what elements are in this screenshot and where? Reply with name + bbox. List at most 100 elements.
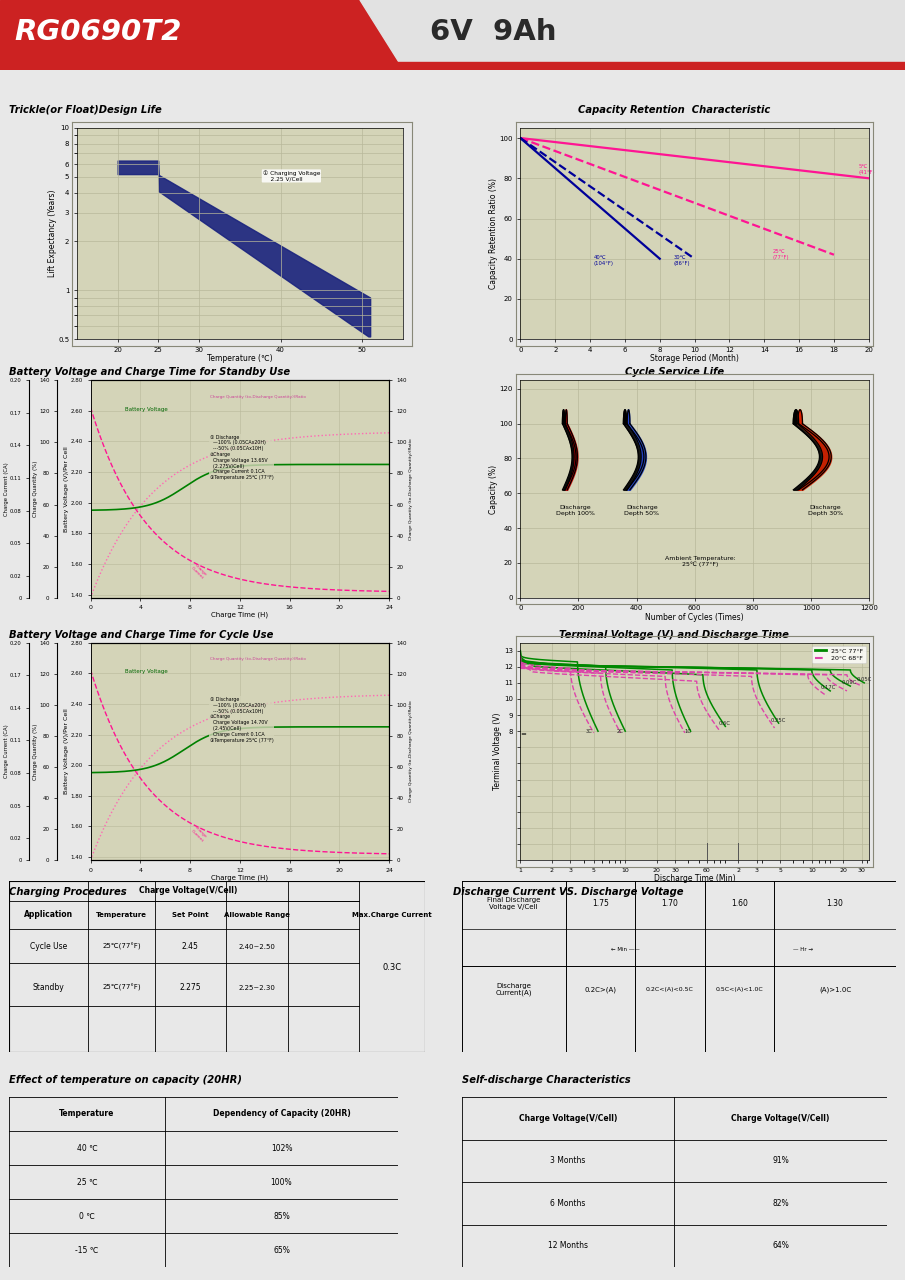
Text: 6 Months: 6 Months <box>550 1199 586 1208</box>
Y-axis label: Lift Expectancy (Years): Lift Expectancy (Years) <box>48 189 57 278</box>
Text: 25 ℃: 25 ℃ <box>77 1178 97 1187</box>
Text: 1.70: 1.70 <box>662 900 679 909</box>
Text: 3C: 3C <box>586 728 592 733</box>
Text: 102%: 102% <box>271 1143 292 1152</box>
Text: 2.45: 2.45 <box>182 942 198 951</box>
Text: Dependency of Capacity (20HR): Dependency of Capacity (20HR) <box>213 1110 350 1119</box>
Text: 1C: 1C <box>685 728 692 733</box>
Text: 65%: 65% <box>273 1245 290 1254</box>
Polygon shape <box>566 410 567 424</box>
Text: Battery Voltage: Battery Voltage <box>125 407 168 412</box>
Polygon shape <box>627 410 630 424</box>
Text: Max.Charge Current: Max.Charge Current <box>352 911 432 918</box>
Y-axis label: Capacity Retention Ratio (%): Capacity Retention Ratio (%) <box>489 178 498 289</box>
Text: 0.2C>(A): 0.2C>(A) <box>585 987 616 993</box>
Text: Charge Voltage(V/Cell): Charge Voltage(V/Cell) <box>519 1114 617 1123</box>
Y-axis label: Capacity (%): Capacity (%) <box>489 465 498 513</box>
Text: ← Min ——: ← Min —— <box>611 947 640 952</box>
X-axis label: Temperature (℃): Temperature (℃) <box>207 355 272 364</box>
Text: Temperature: Temperature <box>59 1110 115 1119</box>
Text: 0.17C: 0.17C <box>821 685 836 690</box>
Y-axis label: Charge Quantity (to-Discharge Quantity)(Ratio: Charge Quantity (to-Discharge Quantity)(… <box>409 438 413 540</box>
Text: Allowable Range: Allowable Range <box>224 911 290 918</box>
Polygon shape <box>797 410 803 424</box>
Text: Charge Quantity (to-Discharge Quantity)(Ratio: Charge Quantity (to-Discharge Quantity)(… <box>210 657 306 660</box>
Text: Cycle Service Life: Cycle Service Life <box>624 367 724 378</box>
Polygon shape <box>360 0 400 64</box>
Text: Standby: Standby <box>33 983 64 992</box>
Text: Final Discharge
Voltage V/Cell: Final Discharge Voltage V/Cell <box>487 897 540 910</box>
Text: 0.6C: 0.6C <box>719 721 730 726</box>
Text: Battery Voltage and Charge Time for Standby Use: Battery Voltage and Charge Time for Stan… <box>9 367 291 378</box>
Y-axis label: Battery Voltage (V)/Per Cell: Battery Voltage (V)/Per Cell <box>64 447 69 531</box>
Text: Charging Procedures: Charging Procedures <box>9 887 127 897</box>
Text: Discharge
Depth 50%: Discharge Depth 50% <box>624 506 659 516</box>
Text: Self-discharge Characteristics: Self-discharge Characteristics <box>462 1075 630 1085</box>
Text: — Hr →: — Hr → <box>794 947 814 952</box>
Text: Discharge
Depth 30%: Discharge Depth 30% <box>807 506 843 516</box>
Text: 0 ℃: 0 ℃ <box>79 1212 95 1221</box>
Text: 40 ℃: 40 ℃ <box>77 1143 97 1152</box>
Text: Charge
Current: Charge Current <box>190 826 207 842</box>
Y-axis label: Charge Current (CA): Charge Current (CA) <box>4 724 9 778</box>
Text: 0.3C: 0.3C <box>383 963 402 972</box>
Text: 25℃
(77°F): 25℃ (77°F) <box>773 248 789 260</box>
Text: 0.5C<(A)<1.0C: 0.5C<(A)<1.0C <box>716 987 764 992</box>
Legend: 25°C 77°F, 20°C 68°F: 25°C 77°F, 20°C 68°F <box>813 645 866 663</box>
Text: 40℃
(104°F): 40℃ (104°F) <box>594 255 614 266</box>
X-axis label: Charge Time (H): Charge Time (H) <box>211 874 269 881</box>
Text: Battery Voltage: Battery Voltage <box>125 669 168 675</box>
Text: Terminal Voltage (V) and Discharge Time: Terminal Voltage (V) and Discharge Time <box>559 630 789 640</box>
Text: Effect of temperature on capacity (20HR): Effect of temperature on capacity (20HR) <box>9 1075 242 1085</box>
Text: 0.25C: 0.25C <box>770 718 786 722</box>
Text: (A)>1.0C: (A)>1.0C <box>819 987 852 993</box>
Text: 0.2C<(A)<0.5C: 0.2C<(A)<0.5C <box>646 987 694 992</box>
Text: 12 Months: 12 Months <box>548 1242 588 1251</box>
Polygon shape <box>563 410 565 424</box>
Text: Charge Voltage(V/Cell): Charge Voltage(V/Cell) <box>138 886 237 895</box>
Text: 25℃(77°F): 25℃(77°F) <box>102 984 141 992</box>
Text: Charge
Current: Charge Current <box>190 563 207 580</box>
Y-axis label: Battery Voltage (V)/Per Cell: Battery Voltage (V)/Per Cell <box>64 709 69 794</box>
Text: Cycle Use: Cycle Use <box>30 942 67 951</box>
Text: Discharge
Depth 100%: Discharge Depth 100% <box>556 506 595 516</box>
Text: Application: Application <box>24 910 73 919</box>
Polygon shape <box>624 410 626 424</box>
Text: ① Discharge
  —100% (0.05CAx20H)
  ---50% (0.05CAx10H)
②Charge
  Charge Voltage : ① Discharge —100% (0.05CAx20H) ---50% (0… <box>210 696 273 742</box>
X-axis label: Charge Time (H): Charge Time (H) <box>211 612 269 618</box>
Text: Set Point: Set Point <box>172 911 208 918</box>
Y-axis label: Charge Quantity (%): Charge Quantity (%) <box>33 461 38 517</box>
Text: 0.05C: 0.05C <box>856 677 872 682</box>
X-axis label: Number of Cycles (Times): Number of Cycles (Times) <box>645 613 744 622</box>
Text: ① Charging Voltage
    2.25 V/Cell: ① Charging Voltage 2.25 V/Cell <box>262 170 320 182</box>
Text: 85%: 85% <box>273 1212 290 1221</box>
Text: 25℃(77°F): 25℃(77°F) <box>102 943 141 950</box>
Text: 1.75: 1.75 <box>592 900 609 909</box>
Text: ① Discharge
  —100% (0.05CAx20H)
  ---50% (0.05CAx10H)
②Charge
  Charge Voltage : ① Discharge —100% (0.05CAx20H) ---50% (0… <box>210 434 273 480</box>
Bar <box>0 61 905 69</box>
Polygon shape <box>794 410 798 424</box>
Text: 91%: 91% <box>772 1156 789 1165</box>
Text: 2.40~2.50: 2.40~2.50 <box>238 943 275 950</box>
Text: 2.275: 2.275 <box>179 983 201 992</box>
Text: 3 Months: 3 Months <box>550 1156 586 1165</box>
Text: 100%: 100% <box>271 1178 292 1187</box>
Text: 6V  9Ah: 6V 9Ah <box>430 18 557 46</box>
Bar <box>0 0 360 64</box>
Text: 1.30: 1.30 <box>826 900 843 909</box>
Text: Battery Voltage and Charge Time for Cycle Use: Battery Voltage and Charge Time for Cycl… <box>9 630 273 640</box>
Text: Charge Voltage(V/Cell): Charge Voltage(V/Cell) <box>731 1114 830 1123</box>
Text: 0.09C: 0.09C <box>842 681 857 686</box>
Text: Discharge
Current(A): Discharge Current(A) <box>495 983 532 996</box>
Y-axis label: Terminal Voltage (V): Terminal Voltage (V) <box>493 713 502 790</box>
Polygon shape <box>360 0 400 64</box>
Text: 2.25~2.30: 2.25~2.30 <box>238 984 275 991</box>
Text: 2C: 2C <box>617 728 624 733</box>
Bar <box>400 0 905 64</box>
Y-axis label: Charge Current (CA): Charge Current (CA) <box>4 462 9 516</box>
Text: 1.60: 1.60 <box>731 900 748 909</box>
Y-axis label: Charge Quantity (to-Discharge Quantity)(Ratio: Charge Quantity (to-Discharge Quantity)(… <box>409 700 413 803</box>
Text: Ambient Temperature:
25℃ (77°F): Ambient Temperature: 25℃ (77°F) <box>665 556 736 567</box>
Text: Charge Quantity (to-Discharge Quantity)(Ratio: Charge Quantity (to-Discharge Quantity)(… <box>210 394 306 398</box>
Text: 82%: 82% <box>772 1199 789 1208</box>
